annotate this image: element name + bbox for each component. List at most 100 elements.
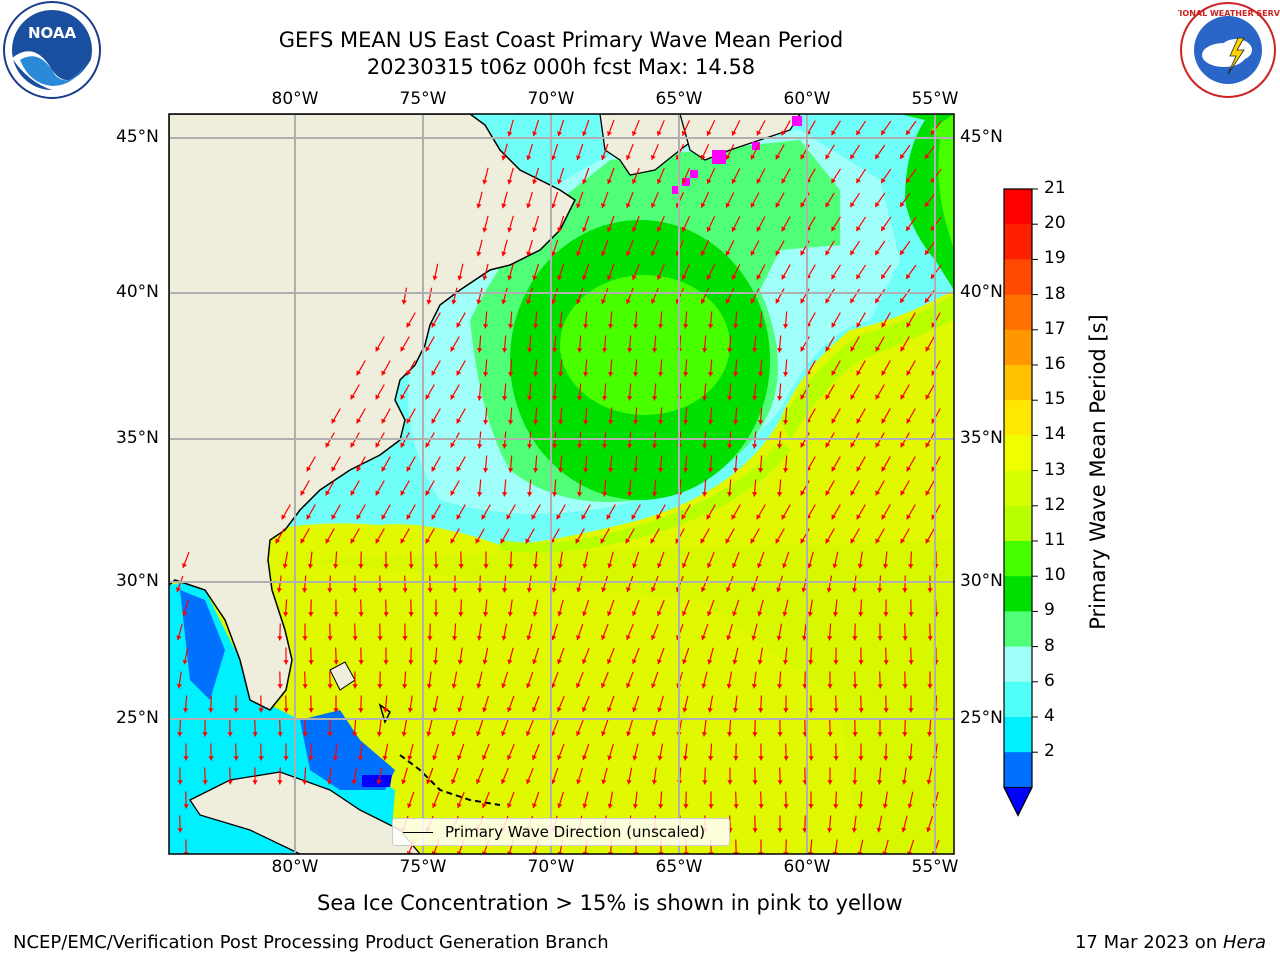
wave-arrow-head: [457, 755, 463, 760]
wave-arrow-head: [507, 227, 513, 233]
footer-date: 17 Mar 2023 on Hera: [1075, 932, 1266, 953]
wave-arrow-head: [601, 587, 607, 593]
wave-arrow-head: [926, 827, 932, 833]
wave-arrow-head: [532, 803, 538, 808]
wave-arrow-head: [781, 226, 787, 232]
wave-arrow-head: [576, 635, 582, 640]
wave-arrow-head: [358, 660, 364, 665]
wave-arrow-head: [631, 611, 637, 616]
colorbar-swatch: [1004, 576, 1032, 612]
wave-arrow-head: [750, 298, 756, 304]
wave-arrow-head: [557, 611, 563, 617]
wave-arrow-head: [777, 684, 783, 689]
wave-arrow-head: [383, 708, 389, 713]
wave-arrow-head: [432, 707, 438, 713]
wave-arrow-head: [600, 538, 606, 544]
wave-arrow-head: [725, 538, 731, 544]
wave-arrow-head: [782, 660, 789, 665]
wave-arrow-head: [383, 564, 389, 569]
wave-arrow-head: [657, 659, 662, 664]
wave-arrow-head: [707, 611, 712, 616]
wave-arrow-head: [501, 635, 507, 641]
wave-arrow-head: [551, 299, 557, 305]
wave-arrow-head: [457, 659, 463, 665]
wave-arrow-head: [582, 755, 588, 760]
wave-arrow-head: [902, 732, 908, 737]
wave-arrow-head: [801, 587, 807, 593]
wave-arrow-head: [557, 179, 563, 185]
wave-arrow-head: [708, 420, 714, 425]
wave-arrow-head: [906, 177, 911, 183]
wave-arrow-head: [601, 779, 607, 785]
wave-arrow-head: [258, 708, 264, 713]
wave-arrow-head: [377, 588, 383, 593]
wave-arrow-head: [852, 732, 858, 737]
wave-arrow-head: [808, 708, 814, 713]
wave-arrow-head: [558, 372, 564, 377]
wave-arrow-head: [683, 468, 689, 473]
colorbar-swatch: [1004, 681, 1032, 718]
wave-arrow-head: [532, 611, 538, 617]
wave-arrow-head: [850, 298, 855, 304]
wave-arrow-head: [601, 251, 606, 256]
wave-arrow-head: [752, 348, 758, 353]
wave-arrow-head: [277, 780, 283, 785]
wave-arrow-head: [877, 588, 883, 593]
wave-arrow-head: [277, 636, 283, 641]
wave-arrow-head: [608, 372, 614, 377]
wave-arrow-head: [700, 538, 706, 544]
wave-arrow-head: [733, 468, 739, 473]
wave-arrow-head: [406, 370, 412, 376]
wave-arrow-head: [177, 732, 183, 737]
noaa-logo: NOAA: [3, 1, 101, 99]
colorbar-extend-arrow: [1003, 786, 1033, 817]
wave-arrow-head: [306, 514, 312, 520]
wave-arrow-head: [706, 514, 712, 520]
wave-arrow-head: [850, 202, 855, 208]
wave-arrow-head: [202, 732, 208, 737]
wave-arrow-head: [850, 154, 855, 160]
wave-arrow-head: [501, 299, 507, 305]
wave-arrow-head: [650, 298, 656, 304]
wave-arrow-head: [900, 153, 905, 159]
wave-arrow-head: [302, 780, 308, 785]
wave-arrow-head: [925, 394, 931, 400]
lat-label-left-25n: 25°N: [116, 708, 159, 728]
wave-arrow-head: [902, 684, 908, 689]
wave-arrow-head: [325, 538, 331, 544]
wave-arrow-head: [632, 755, 638, 761]
wave-arrow-head: [176, 587, 182, 592]
wave-arrow-head: [927, 684, 933, 689]
wave-arrow-head: [526, 779, 531, 784]
wave-arrow-head: [456, 418, 462, 424]
legend-line-icon: [403, 832, 433, 833]
wave-arrow-head: [875, 490, 881, 496]
wave-arrow-head: [807, 563, 813, 569]
wave-arrow-head: [781, 514, 787, 520]
wave-arrow-head: [775, 298, 781, 304]
lon-label-bottom-60w: 60°W: [783, 857, 831, 877]
wave-arrow-head: [506, 514, 512, 520]
wave-arrow-head: [606, 659, 612, 664]
wave-arrow-head: [607, 131, 612, 136]
wave-arrow-head: [850, 490, 856, 496]
wave-arrow-head: [583, 372, 589, 377]
wave-arrow-head: [607, 611, 613, 616]
colorbar-tick-label: 4: [1044, 706, 1055, 726]
wave-arrow-head: [375, 442, 381, 448]
wave-arrow-head: [402, 684, 408, 689]
wave-arrow-head: [333, 708, 339, 713]
wave-arrow-head: [532, 179, 538, 185]
wave-arrow-head: [856, 322, 862, 328]
wave-arrow-head: [801, 635, 808, 641]
wave-arrow-head: [381, 466, 387, 472]
wave-arrow-head: [700, 250, 706, 256]
wave-arrow-head: [756, 130, 762, 136]
wave-arrow-head: [552, 348, 558, 353]
wave-arrow-head: [501, 731, 506, 736]
wave-arrow-head: [400, 538, 406, 544]
wave-arrow-head: [700, 202, 706, 208]
wave-arrow-head: [557, 659, 563, 664]
wave-arrow-head: [656, 226, 662, 232]
wave-arrow-head: [800, 490, 806, 496]
